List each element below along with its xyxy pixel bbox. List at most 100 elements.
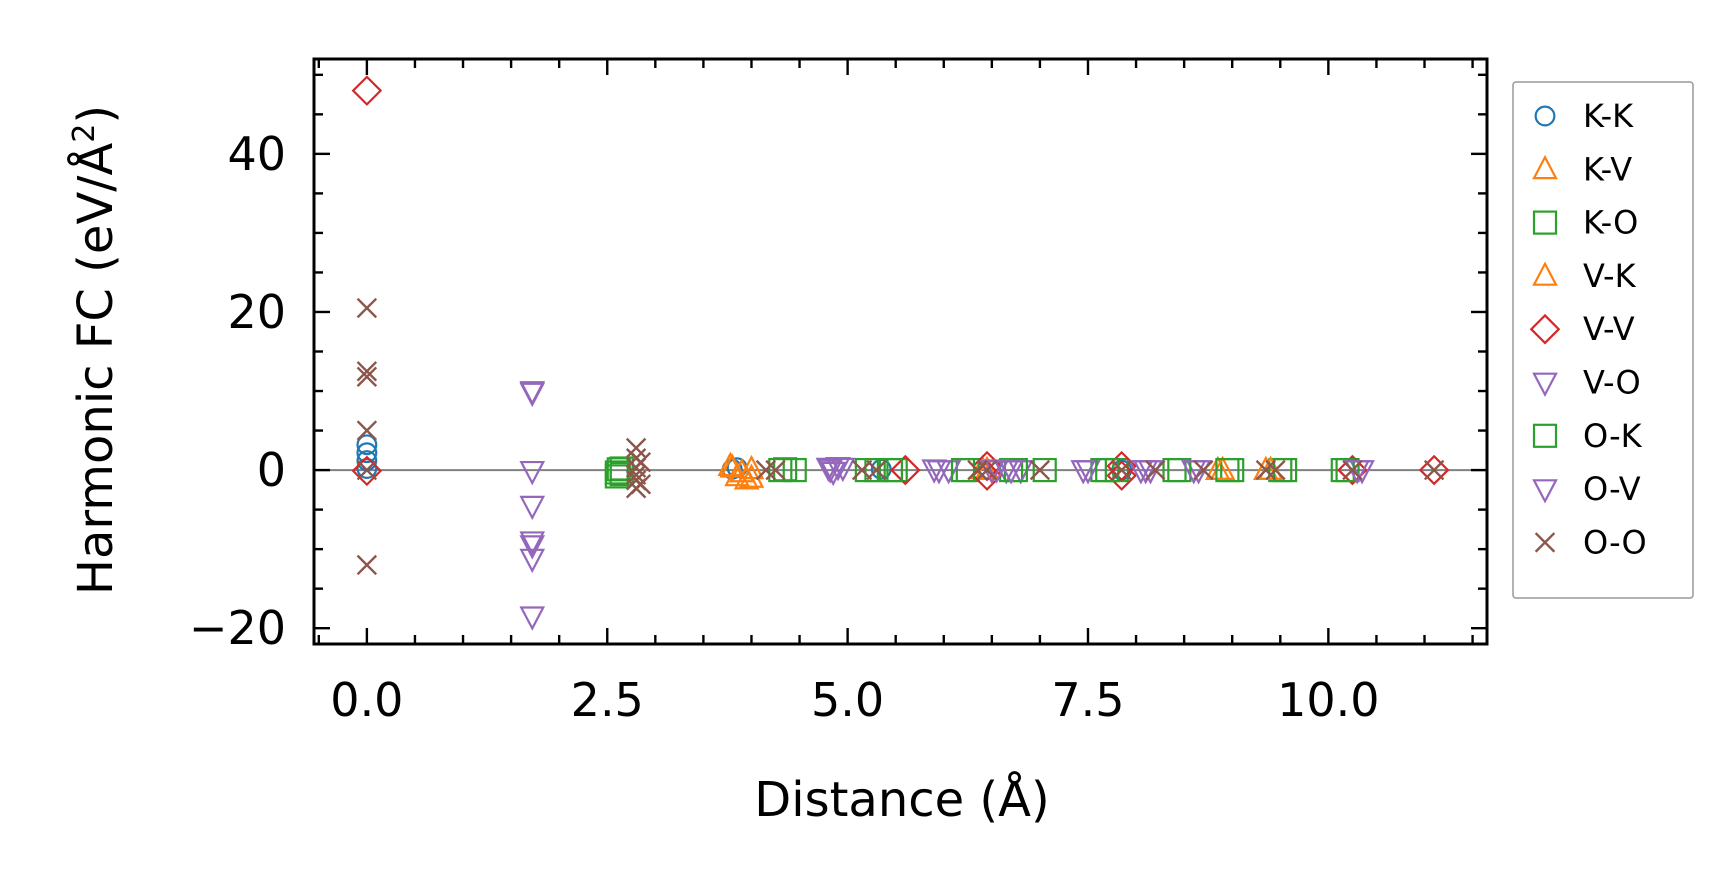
data-point-o-o bbox=[1193, 459, 1214, 481]
plot-area bbox=[314, 75, 1487, 631]
legend-entry-o-o: O-O bbox=[1534, 523, 1647, 561]
y-tick-label: 40 bbox=[227, 127, 286, 181]
data-point-o-o bbox=[755, 459, 777, 481]
legend-entry-k-k: K-K bbox=[1534, 97, 1634, 135]
y-axis-label-close: ) bbox=[68, 105, 124, 124]
data-point-o-v bbox=[519, 381, 546, 406]
data-point-o-o bbox=[1342, 459, 1363, 481]
data-point-v-o bbox=[519, 495, 546, 521]
x-tick-label: 10.0 bbox=[1277, 673, 1379, 727]
data-point-o-v bbox=[829, 457, 856, 483]
legend-label: V-V bbox=[1583, 310, 1635, 348]
legend-frame bbox=[1512, 81, 1694, 599]
data-point-v-v bbox=[890, 454, 921, 486]
data-point-o-o bbox=[866, 459, 887, 481]
legend-label: V-K bbox=[1583, 257, 1637, 295]
data-point-v-v bbox=[1106, 460, 1137, 491]
data-point-k-k bbox=[356, 434, 378, 456]
x-tick-label: 5.0 bbox=[811, 673, 884, 727]
legend-marker-v-v bbox=[1529, 313, 1561, 345]
data-point-v-o bbox=[519, 548, 546, 574]
data-point-o-o bbox=[356, 554, 378, 576]
legend-label: O-O bbox=[1583, 523, 1647, 561]
data-point-o-o bbox=[356, 366, 378, 387]
data-point-o-v bbox=[921, 459, 947, 484]
data-point-o-v bbox=[1070, 460, 1097, 485]
data-point-o-o bbox=[976, 459, 998, 481]
data-point-o-o bbox=[1145, 459, 1166, 481]
data-point-o-o bbox=[1255, 459, 1277, 481]
y-axis-label-superscript: 2 bbox=[67, 124, 102, 143]
data-point-o-o bbox=[630, 474, 652, 495]
legend-entry-v-v: V-V bbox=[1529, 310, 1635, 348]
y-tick-label: 0 bbox=[257, 443, 286, 497]
data-point-v-k bbox=[717, 451, 744, 477]
data-point-v-o bbox=[519, 606, 546, 631]
x-axis-label: Distance (Å) bbox=[754, 771, 1049, 828]
legend-marker-o-o bbox=[1534, 532, 1556, 553]
legend: K-K K-V K-O V-K V-V V-O O-K O-V O-O bbox=[1512, 81, 1694, 599]
legend-marker-k-o bbox=[1532, 210, 1558, 235]
legend-marker-v-k bbox=[1532, 261, 1558, 286]
legend-entry-v-k: V-K bbox=[1532, 257, 1637, 295]
y-axis-label: Harmonic FC (eV/Å2) bbox=[67, 105, 124, 595]
legend-entry-o-k: O-K bbox=[1532, 417, 1643, 455]
data-point-k-k bbox=[356, 458, 378, 479]
data-point-o-o bbox=[630, 451, 652, 473]
data-point-v-v bbox=[351, 455, 383, 487]
data-point-v-v bbox=[1337, 454, 1368, 486]
data-point-o-v bbox=[817, 459, 844, 484]
data-point-o-o bbox=[1423, 459, 1445, 481]
data-point-v-o bbox=[935, 460, 962, 485]
axes: 0.0 2.5 5.0 7.5 10.0 −20 0 20 40 bbox=[189, 57, 1489, 727]
data-point-o-o bbox=[1265, 459, 1286, 481]
legend-label: V-O bbox=[1583, 364, 1641, 402]
data-point-o-k bbox=[950, 457, 976, 483]
data-point-o-v bbox=[983, 459, 1010, 484]
data-point-o-k bbox=[878, 457, 903, 483]
data-point-v-k bbox=[738, 463, 765, 488]
data-point-o-o bbox=[356, 361, 378, 382]
series-o-v bbox=[519, 381, 1371, 556]
data-point-o-o bbox=[356, 420, 378, 441]
data-point-o-k bbox=[1215, 457, 1240, 483]
data-point-k-k bbox=[356, 442, 378, 464]
data-point-o-k bbox=[864, 457, 889, 483]
data-point-o-v bbox=[998, 460, 1024, 485]
data-point-o-o bbox=[765, 459, 786, 481]
legend-label: O-V bbox=[1583, 470, 1641, 508]
legend-label: K-K bbox=[1583, 97, 1634, 135]
data-point-o-o bbox=[625, 437, 647, 459]
data-point-o-o bbox=[356, 297, 378, 319]
legend-entry-o-v: O-V bbox=[1532, 470, 1641, 508]
y-axis-label-main: Harmonic FC (eV/Å bbox=[67, 143, 124, 596]
data-point-v-v bbox=[351, 75, 383, 106]
y-tick-label: 20 bbox=[227, 285, 286, 339]
legend-entry-v-o: V-O bbox=[1532, 364, 1641, 402]
data-point-v-v bbox=[1418, 454, 1450, 486]
legend-label: K-O bbox=[1583, 204, 1638, 242]
legend-entry-k-o: K-O bbox=[1532, 204, 1638, 242]
data-point-v-k bbox=[729, 457, 755, 483]
legend-marker-o-k bbox=[1532, 423, 1558, 448]
data-point-o-o bbox=[1111, 459, 1132, 481]
data-point-o-o bbox=[356, 459, 378, 481]
data-point-o-o bbox=[851, 459, 873, 481]
data-point-v-o bbox=[519, 535, 546, 560]
data-point-o-o bbox=[967, 459, 988, 481]
legend-entry-k-v: K-V bbox=[1532, 150, 1632, 188]
legend-label: O-K bbox=[1583, 417, 1643, 455]
data-point-o-k bbox=[1032, 457, 1057, 483]
legend-marker-v-o bbox=[1532, 372, 1558, 397]
legend-label: K-V bbox=[1583, 150, 1632, 188]
legend-marker-o-v bbox=[1532, 479, 1558, 504]
legend-marker-k-k bbox=[1534, 105, 1556, 127]
series-o-o bbox=[356, 297, 1445, 576]
data-point-k-o bbox=[609, 461, 634, 487]
data-point-o-k bbox=[1167, 457, 1192, 483]
x-tick-label: 7.5 bbox=[1051, 673, 1124, 727]
x-tick-label: 2.5 bbox=[571, 673, 644, 727]
data-point-o-v bbox=[519, 531, 546, 556]
